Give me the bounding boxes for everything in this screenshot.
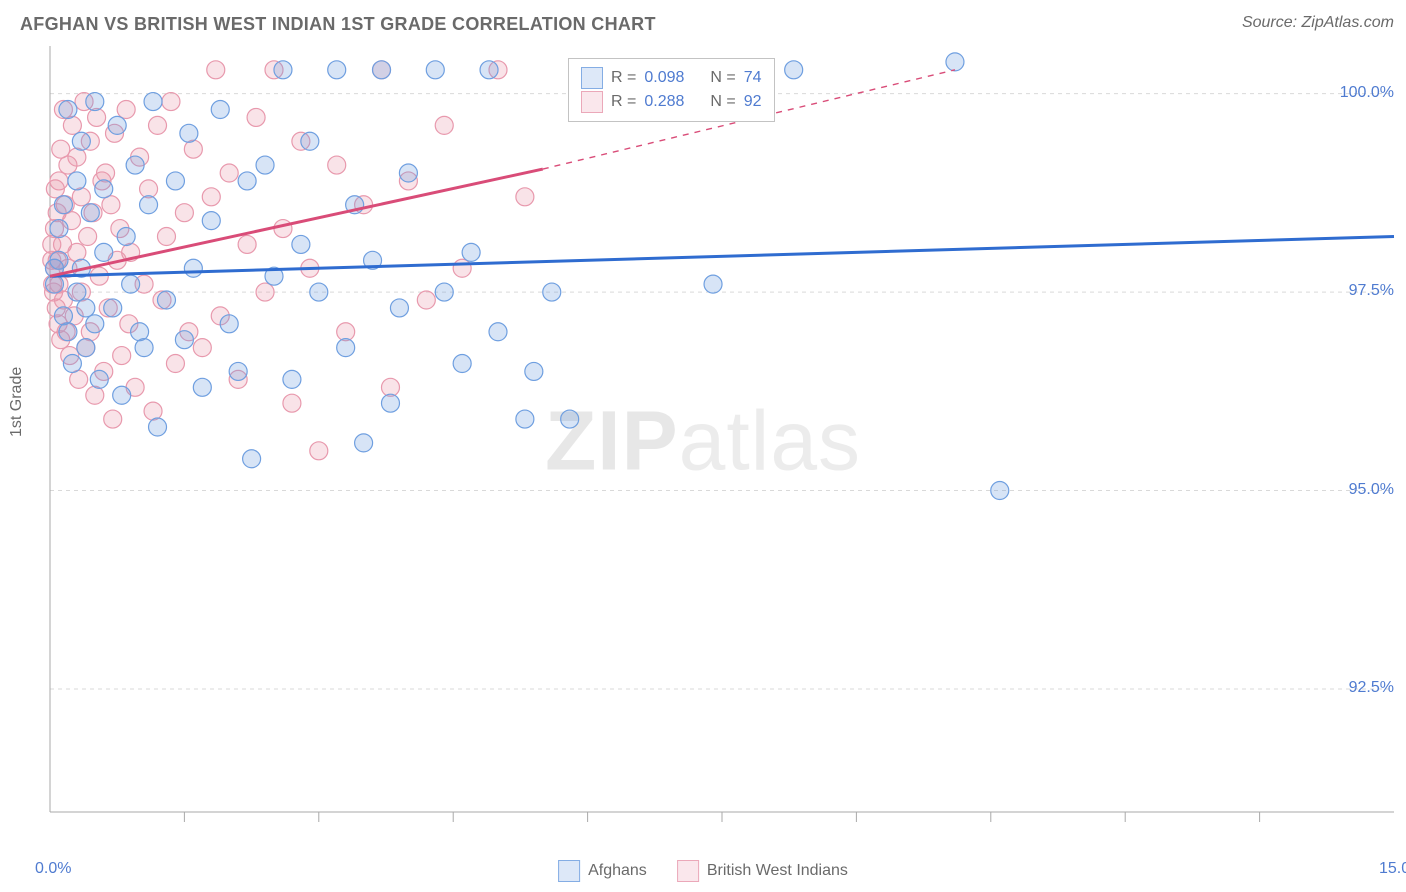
r-value-afghans: 0.098 (644, 69, 684, 87)
y-tick-label: 92.5% (1349, 679, 1394, 697)
n-label: N = (710, 93, 735, 111)
series-legend: Afghans British West Indians (558, 860, 848, 882)
swatch-bwi-bottom (677, 860, 699, 882)
n-label: N = (710, 69, 735, 87)
r-label: R = (611, 93, 636, 111)
r-value-bwi: 0.288 (644, 93, 684, 111)
legend-item-afghans: Afghans (558, 860, 647, 882)
x-tick-label: 0.0% (35, 860, 71, 878)
correlation-legend: R = 0.098 N = 74 R = 0.288 N = 92 (568, 58, 775, 122)
legend-row-bwi: R = 0.288 N = 92 (581, 91, 762, 113)
n-value-bwi: 92 (744, 93, 762, 111)
chart-container: AFGHAN VS BRITISH WEST INDIAN 1ST GRADE … (0, 0, 1406, 892)
y-tick-label: 97.5% (1349, 282, 1394, 300)
swatch-afghans-bottom (558, 860, 580, 882)
swatch-bwi (581, 91, 603, 113)
r-label: R = (611, 69, 636, 87)
legend-item-bwi: British West Indians (677, 860, 848, 882)
swatch-afghans (581, 67, 603, 89)
legend-label-bwi: British West Indians (707, 862, 848, 880)
y-tick-label: 95.0% (1349, 481, 1394, 499)
plot-svg (0, 0, 1406, 892)
n-value-afghans: 74 (744, 69, 762, 87)
y-tick-label: 100.0% (1340, 84, 1394, 102)
x-tick-label: 15.0% (1379, 860, 1406, 878)
legend-row-afghans: R = 0.098 N = 74 (581, 67, 762, 89)
legend-label-afghans: Afghans (588, 862, 647, 880)
